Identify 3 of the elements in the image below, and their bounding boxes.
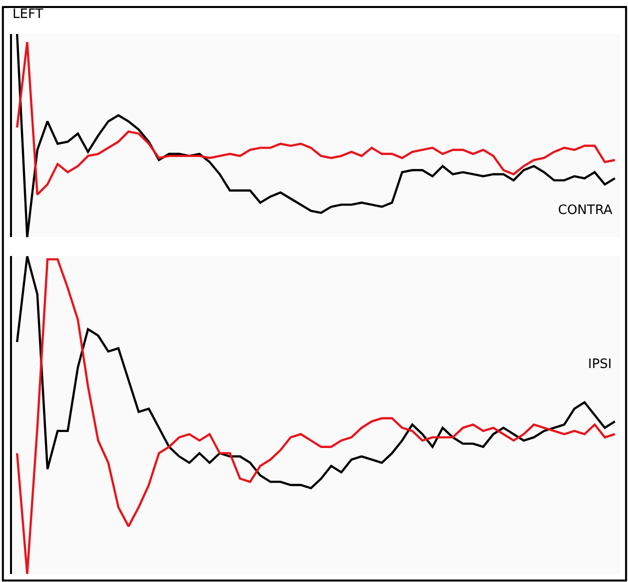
chart-title: LEFT [12,6,44,22]
annotation: IPSI [588,357,612,372]
annotation: CONTRA [558,203,612,218]
